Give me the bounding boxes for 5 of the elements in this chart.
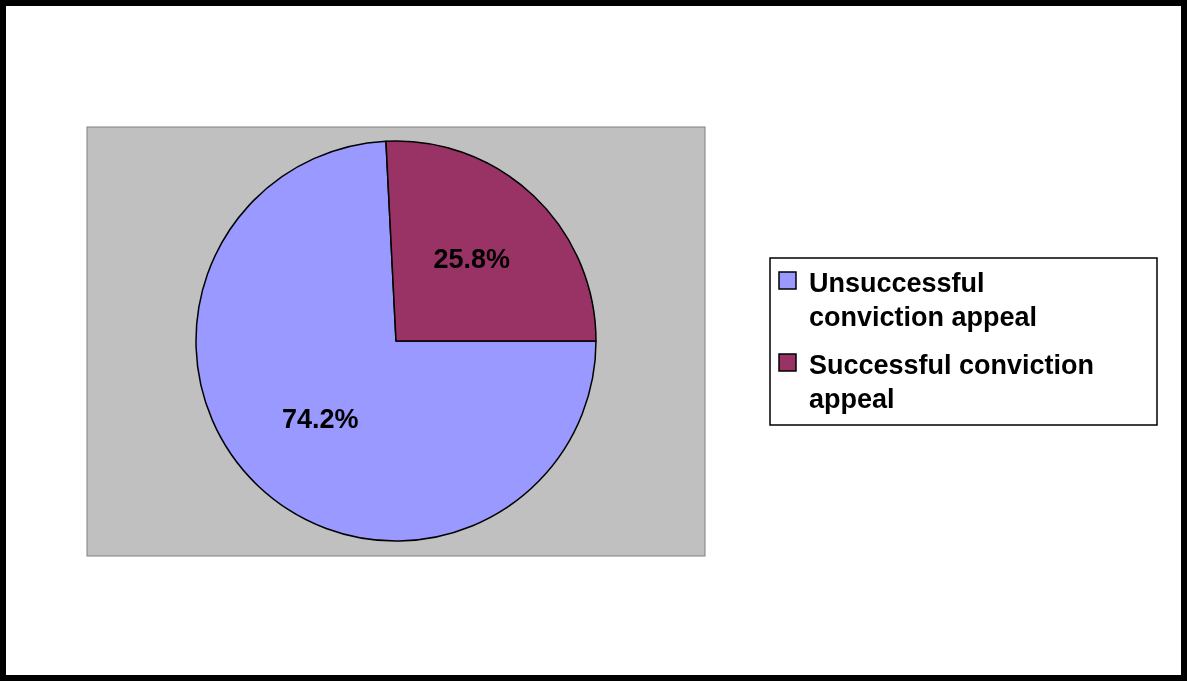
legend-label: Successful conviction appeal	[809, 350, 1095, 415]
data-label: 74.2%	[281, 403, 359, 434]
legend-label: Unsuccessful conviction appeal	[809, 268, 1038, 333]
data-label: 25.8%	[433, 244, 511, 275]
pie-slice	[195, 140, 597, 542]
